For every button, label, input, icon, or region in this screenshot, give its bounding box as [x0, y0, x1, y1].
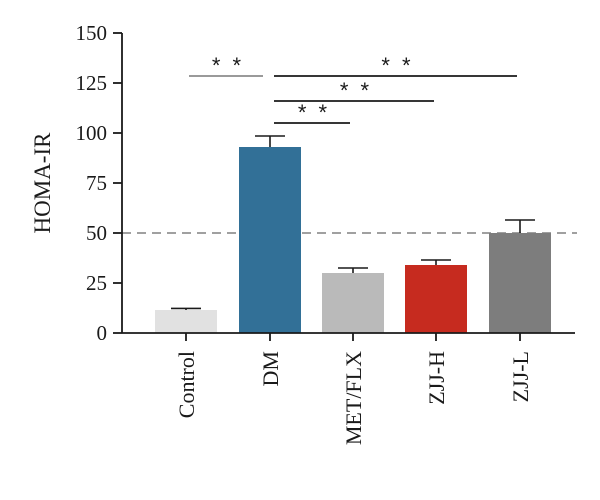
error-bar-dm — [255, 135, 285, 147]
category-label-met-flx: MET/FLX — [341, 351, 366, 445]
significance-label: * * — [381, 53, 413, 78]
bars-layer — [155, 147, 551, 333]
bar-zjj-l — [489, 233, 551, 333]
error-bar-zjj-l — [505, 219, 535, 233]
significance-dm-met-flx: * * — [274, 100, 350, 125]
significance-label: * * — [340, 78, 372, 103]
significance-layer: * * * * * * * * — [189, 53, 517, 125]
bar-met-flx — [322, 273, 384, 333]
bar-control — [155, 310, 217, 333]
significance-dm-zjj-l: * * — [274, 53, 517, 78]
category-label-dm: DM — [258, 351, 283, 386]
bar-zjj-h — [405, 265, 467, 333]
y-tick-label: 100 — [76, 121, 108, 145]
y-tick-label: 125 — [76, 71, 108, 95]
category-labels-layer: Control DM MET/FLX ZJJ-H ZJJ-L — [174, 351, 533, 445]
y-tick-label: 0 — [97, 321, 108, 345]
error-bars-layer — [171, 135, 535, 310]
category-label-zjj-h: ZJJ-H — [424, 351, 449, 405]
significance-control-dm: * * — [189, 53, 263, 78]
bar-dm — [239, 147, 301, 333]
error-bar-control — [171, 307, 201, 310]
y-tick-label: 25 — [86, 271, 107, 295]
significance-dm-zjj-h: * * — [274, 78, 434, 103]
error-bar-met-flx — [338, 267, 368, 273]
category-label-control: Control — [174, 351, 199, 418]
y-tick-label: 50 — [86, 221, 107, 245]
y-tick-label: 150 — [76, 21, 108, 45]
significance-label: * * — [212, 53, 244, 78]
y-axis-title: HOMA-IR — [30, 132, 55, 234]
error-bar-zjj-h — [421, 259, 451, 265]
y-tick-label: 75 — [86, 171, 107, 195]
category-label-zjj-l: ZJJ-L — [508, 351, 533, 402]
axes-layer: 0 25 50 75 100 125 150 — [76, 21, 575, 345]
significance-label: * * — [298, 100, 330, 125]
